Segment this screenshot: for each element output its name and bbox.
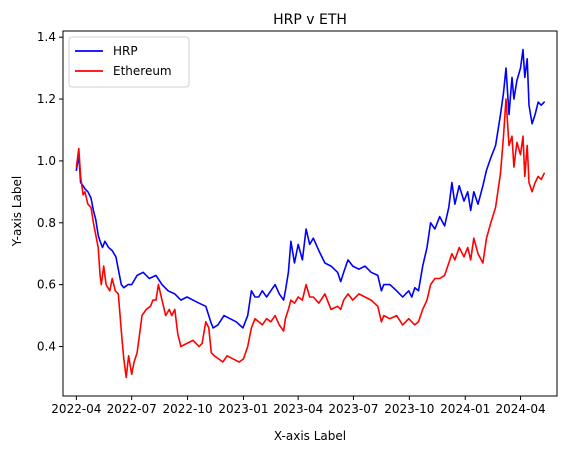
y-axis-label: Y-axis Label <box>10 176 24 247</box>
y-axis: 0.4 0.6 0.8 1.0 1.2 1.4 <box>37 30 63 354</box>
legend-label: HRP <box>113 44 138 58</box>
x-tick-label: 2022-04 <box>51 402 101 416</box>
y-tick-label: 1.4 <box>37 30 56 44</box>
x-tick-label: 2022-10 <box>162 402 212 416</box>
x-axis: 2022-04 2022-07 2022-10 2023-01 2023-04 2023-… <box>51 396 546 416</box>
x-tick-label: 2023-07 <box>328 402 378 416</box>
x-tick-label: 2022-07 <box>107 402 157 416</box>
legend-box <box>68 36 190 88</box>
chart-title: HRP v ETH <box>273 12 347 28</box>
x-axis-label: X-axis Label <box>274 429 346 443</box>
y-tick-label: 0.8 <box>37 216 56 230</box>
x-tick-label: 2024-04 <box>495 402 545 416</box>
legend: HRP Ethereum <box>68 36 190 88</box>
x-tick-label: 2024-01 <box>440 402 490 416</box>
plot-area <box>62 30 558 397</box>
series-layer <box>75 48 546 379</box>
legend-label: Ethereum <box>113 64 172 78</box>
x-tick-label: 2023-04 <box>273 402 323 416</box>
x-tick-label: 2023-01 <box>218 402 268 416</box>
series-line-ethereum <box>75 98 546 379</box>
y-tick-label: 0.6 <box>37 278 56 292</box>
y-tick-label: 1.2 <box>37 92 56 106</box>
series-line-hrp <box>75 48 546 329</box>
y-tick-label: 0.4 <box>37 340 56 354</box>
x-tick-label: 2023-10 <box>384 402 434 416</box>
y-tick-label: 1.0 <box>37 154 56 168</box>
